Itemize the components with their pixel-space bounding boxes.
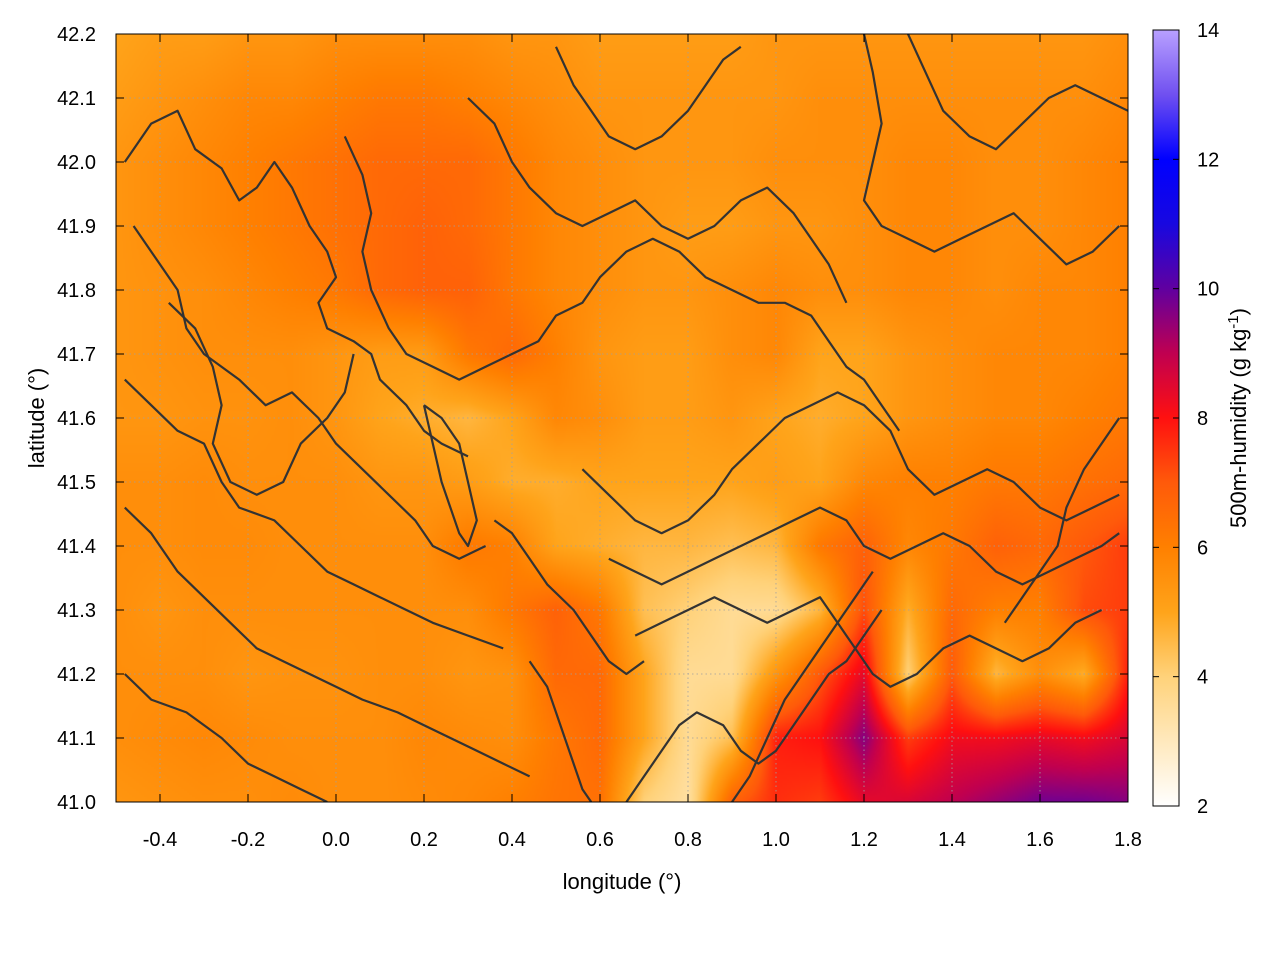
heatmap-layer bbox=[116, 34, 1128, 802]
y-tick-label: 41.9 bbox=[57, 216, 96, 238]
x-tick-label: -0.4 bbox=[143, 829, 177, 851]
plot-area bbox=[116, 34, 1128, 802]
y-tick-label: 41.7 bbox=[57, 344, 96, 366]
colorbar-tick-label: 8 bbox=[1197, 408, 1208, 430]
contour-line bbox=[168, 302, 355, 496]
x-tick-label: 1.2 bbox=[850, 829, 878, 851]
contour-line bbox=[124, 673, 328, 802]
contour-line bbox=[634, 596, 1103, 688]
contour-line bbox=[124, 506, 531, 778]
colorbar: 2 4 6 8 10 12 14 500m-humidity (g kg-1) bbox=[1152, 20, 1252, 818]
y-tick-label: 41.2 bbox=[57, 664, 96, 686]
x-tick-label: 0.8 bbox=[674, 829, 702, 851]
contour-line bbox=[608, 506, 1120, 586]
contour-line bbox=[528, 660, 593, 802]
contour-line bbox=[124, 378, 504, 650]
x-tick-label: -0.2 bbox=[231, 829, 265, 851]
colorbar-tick-label: 12 bbox=[1197, 149, 1219, 171]
colorbar-tick-label: 10 bbox=[1197, 279, 1219, 301]
contour-line bbox=[343, 135, 901, 432]
y-tick-label: 42.2 bbox=[57, 24, 96, 46]
colorbar-tick-label: 14 bbox=[1197, 20, 1219, 42]
x-tick-label: 1.4 bbox=[938, 829, 966, 851]
x-tick-label: 1.8 bbox=[1114, 829, 1142, 851]
contour-line bbox=[731, 570, 874, 802]
colorbar-label-exponent: -1 bbox=[1225, 315, 1242, 328]
y-tick-label: 42.0 bbox=[57, 152, 96, 174]
colorbar-ticks: 2 4 6 8 10 12 14 bbox=[1153, 20, 1219, 818]
x-tick-label: 1.6 bbox=[1026, 829, 1054, 851]
y-tick-label: 41.4 bbox=[57, 536, 96, 558]
colorbar-label-close: ) bbox=[1226, 308, 1251, 315]
y-tick-label: 41.5 bbox=[57, 472, 96, 494]
y-tick-label: 41.6 bbox=[57, 408, 96, 430]
colorbar-tick-label: 6 bbox=[1197, 537, 1208, 559]
y-tick-label: 41.8 bbox=[57, 280, 96, 302]
colorbar-tick-label: 2 bbox=[1197, 796, 1208, 818]
x-tick-label: 1.0 bbox=[762, 829, 790, 851]
contour-line bbox=[555, 45, 742, 151]
y-axis-ticks: 41.0 41.1 41.2 41.3 41.4 41.5 41.6 41.7 41.8 41.9… bbox=[57, 24, 1128, 814]
colorbar-tick-label: 4 bbox=[1197, 667, 1208, 689]
contour-line bbox=[467, 97, 848, 304]
contour-line bbox=[581, 391, 1120, 535]
y-tick-label: 41.1 bbox=[57, 728, 96, 750]
grid-lines bbox=[116, 34, 1128, 802]
contour-line bbox=[625, 609, 883, 802]
contour-line bbox=[907, 34, 1128, 151]
x-tick-label: 0.0 bbox=[322, 829, 350, 851]
x-tick-label: 0.2 bbox=[410, 829, 438, 851]
y-tick-label: 41.0 bbox=[57, 792, 96, 814]
x-tick-label: 0.6 bbox=[586, 829, 614, 851]
contour-line bbox=[123, 109, 469, 458]
colorbar-label-main: 500m-humidity (g kg bbox=[1226, 329, 1251, 528]
contour-line bbox=[132, 225, 487, 560]
contour-line bbox=[862, 34, 1120, 266]
y-tick-label: 41.3 bbox=[57, 600, 96, 622]
contour-line bbox=[1003, 417, 1121, 624]
x-axis-label: longitude (°) bbox=[563, 869, 682, 894]
colorbar-label: 500m-humidity (g kg-1) bbox=[1225, 308, 1252, 528]
y-axis-label: latitude (°) bbox=[24, 368, 49, 469]
contour-line bbox=[493, 519, 645, 676]
contour-line bbox=[422, 404, 478, 548]
heatmap-image bbox=[116, 34, 1128, 802]
x-axis-ticks: -0.4 -0.2 0.0 0.2 0.4 0.6 0.8 1.0 1.2 1.4 1.6 1.8 bbox=[143, 34, 1142, 851]
contour-lines bbox=[123, 34, 1128, 802]
x-tick-label: 0.4 bbox=[498, 829, 526, 851]
y-tick-label: 42.1 bbox=[57, 88, 96, 110]
